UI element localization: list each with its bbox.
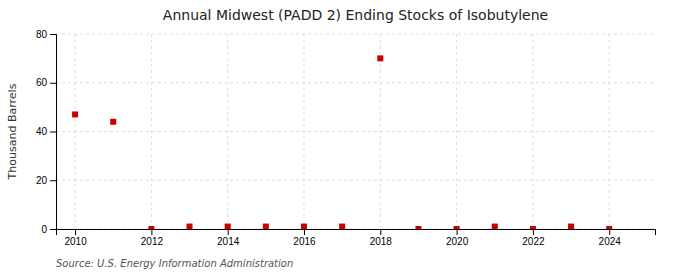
x-tick-mark: [533, 229, 534, 235]
x-tick: 2018: [370, 229, 393, 247]
x-tick: 2012: [141, 229, 164, 247]
point: [568, 224, 574, 229]
y-tick-label: 20: [36, 175, 48, 186]
grid-line-x: [227, 34, 228, 229]
points: [72, 55, 612, 229]
point: [72, 111, 78, 117]
y-tick-mark: [50, 132, 56, 133]
y-axis: 0 20 40 60 80: [36, 29, 57, 235]
x-axis: 2010 2012 2014 2016 2018 2020 2022 2024: [57, 229, 656, 247]
grid-line-x: [380, 34, 381, 229]
x-tick-mark: [304, 229, 305, 235]
point: [148, 226, 154, 229]
point: [263, 224, 269, 229]
x-tick-mark: [609, 229, 610, 235]
x-tick: 2016: [293, 229, 316, 247]
point: [187, 224, 193, 229]
point: [339, 224, 345, 229]
y-tick-mark: [50, 180, 56, 181]
x-tick-label: 2014: [217, 236, 240, 247]
y-axis-line: [50, 35, 57, 230]
point: [377, 55, 383, 61]
x-tick-label: 2012: [141, 236, 164, 247]
point: [225, 224, 231, 229]
point: [454, 226, 460, 229]
y-tick: 60: [36, 77, 56, 88]
y-tick: 0: [41, 224, 56, 235]
x-tick: 2014: [217, 229, 240, 247]
point: [110, 119, 116, 125]
point: [415, 226, 421, 229]
grid-line-x: [75, 34, 76, 229]
x-tick-mark: [151, 229, 152, 235]
x-tick-mark: [75, 229, 76, 235]
source-note: Source: U.S. Energy Information Administ…: [56, 258, 293, 269]
y-tick-mark: [50, 229, 56, 230]
chart: 2010 2012 2014 2016 2018 2020 2022 2024 0 20 40 60 8…: [0, 0, 675, 275]
grid-line-x: [456, 34, 457, 229]
y-tick: 80: [36, 29, 56, 40]
x-tick-mark: [457, 229, 458, 235]
x-tick-label: 2010: [64, 236, 87, 247]
x-tick: 2024: [599, 229, 622, 247]
y-tick-label: 40: [36, 126, 48, 137]
y-tick-label: 80: [36, 29, 48, 40]
grid-line-y: [56, 131, 655, 132]
y-tick-mark: [50, 34, 56, 35]
plot-area: 2010 2012 2014 2016 2018 2020 2022 2024 0 20 40 60 8…: [36, 29, 656, 247]
x-tick-mark: [380, 229, 381, 235]
point: [606, 226, 612, 229]
grid-line-x: [303, 34, 304, 229]
y-axis-title: Thousand Barrels: [6, 83, 19, 180]
y-tick-label: 0: [41, 224, 47, 235]
grid-line-x: [609, 34, 610, 229]
x-tick: 2022: [522, 229, 545, 247]
y-tick: 40: [36, 126, 56, 137]
y-tick-label: 60: [36, 77, 48, 88]
grid: [56, 34, 655, 229]
x-axis-line: [57, 230, 656, 236]
y-tick-mark: [50, 83, 56, 84]
x-tick: 2020: [446, 229, 469, 247]
x-tick-label: 2022: [522, 236, 545, 247]
grid-line-y: [56, 180, 655, 181]
grid-line-x: [532, 34, 533, 229]
x-tick-label: 2016: [293, 236, 316, 247]
x-tick-label: 2018: [370, 236, 393, 247]
point: [530, 226, 536, 229]
y-tick: 20: [36, 175, 56, 186]
grid-line-x: [151, 34, 152, 229]
title: Annual Midwest (PADD 2) Ending Stocks of…: [163, 7, 548, 23]
point: [492, 224, 498, 229]
x-tick-label: 2024: [599, 236, 622, 247]
grid-line-y: [56, 34, 655, 35]
grid-line-y: [56, 82, 655, 83]
x-tick-mark: [228, 229, 229, 235]
x-tick: 2010: [64, 229, 87, 247]
point: [301, 224, 307, 229]
x-tick-label: 2020: [446, 236, 469, 247]
